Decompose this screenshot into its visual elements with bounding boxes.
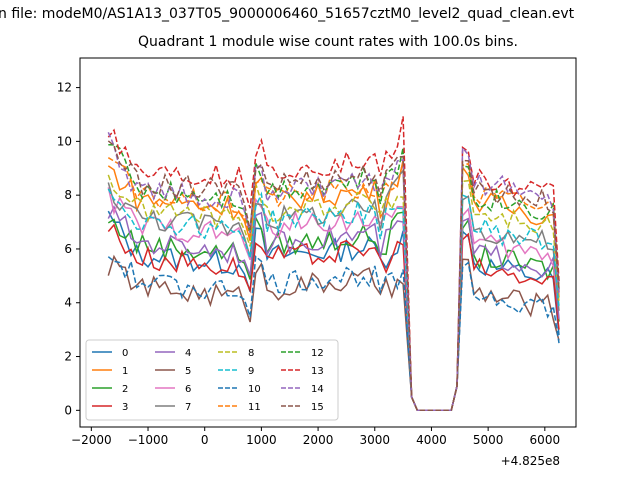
y-tick-label: 2 [64,350,72,364]
y-tick-label: 0 [64,403,72,417]
series-line-4 [107,204,560,412]
x-tick-label: −2000 [71,433,112,447]
series-line-15 [107,140,560,412]
legend-label-0: 0 [122,348,128,359]
y-tick-label: 6 [64,242,72,256]
x-tick-label: 5000 [473,433,504,447]
series-line-1 [107,160,560,412]
legend-label-6: 6 [185,384,191,395]
legend-label-13: 13 [311,366,324,377]
series-line-8 [107,174,560,412]
y-tick-label: 12 [57,81,72,95]
x-tick-label: 4000 [416,433,447,447]
legend-label-15: 15 [311,402,324,413]
y-tick-label: 8 [64,188,72,202]
x-tick-label: 3000 [359,433,390,447]
x-tick-label: 1000 [246,433,277,447]
series-line-14 [107,132,560,412]
x-tick-label: 2000 [303,433,334,447]
tick-layer: −2000 −1000 0 1000 2000 3000 4000 5000 6000 0 2 4 6 8… [57,81,560,447]
chart-title: Quadrant 1 module wise count rates with … [138,34,518,50]
legend-label-7: 7 [185,402,191,413]
y-tick-label: 4 [64,296,72,310]
axes-frame [79,57,577,428]
legend-label-2: 2 [122,384,128,395]
legend-label-14: 14 [311,384,324,395]
legend-label-4: 4 [185,348,191,359]
x-tick-label: 6000 [530,433,561,447]
x-offset-label: +4.825e8 [501,454,560,468]
legend-label-1: 1 [122,366,128,377]
series-line-3 [107,223,560,412]
y-tick-label: 10 [57,134,72,148]
x-tick-label: −1000 [128,433,169,447]
legend-label-5: 5 [185,366,191,377]
legend-label-3: 3 [122,402,128,413]
legend-label-10: 10 [248,384,261,395]
series-layer [107,116,560,412]
figure-suptitle: n file: modeM0/AS1A13_037T05_9000006460_… [0,6,575,22]
legend-label-12: 12 [311,348,324,359]
series-line-11 [107,157,560,412]
series-line-10 [107,255,560,412]
legend-label-8: 8 [248,348,254,359]
series-line-9 [107,188,560,412]
legend-box [85,339,339,421]
legend-label-11: 11 [248,402,261,413]
legend-label-9: 9 [248,366,254,377]
x-tick-label: 0 [201,433,209,447]
